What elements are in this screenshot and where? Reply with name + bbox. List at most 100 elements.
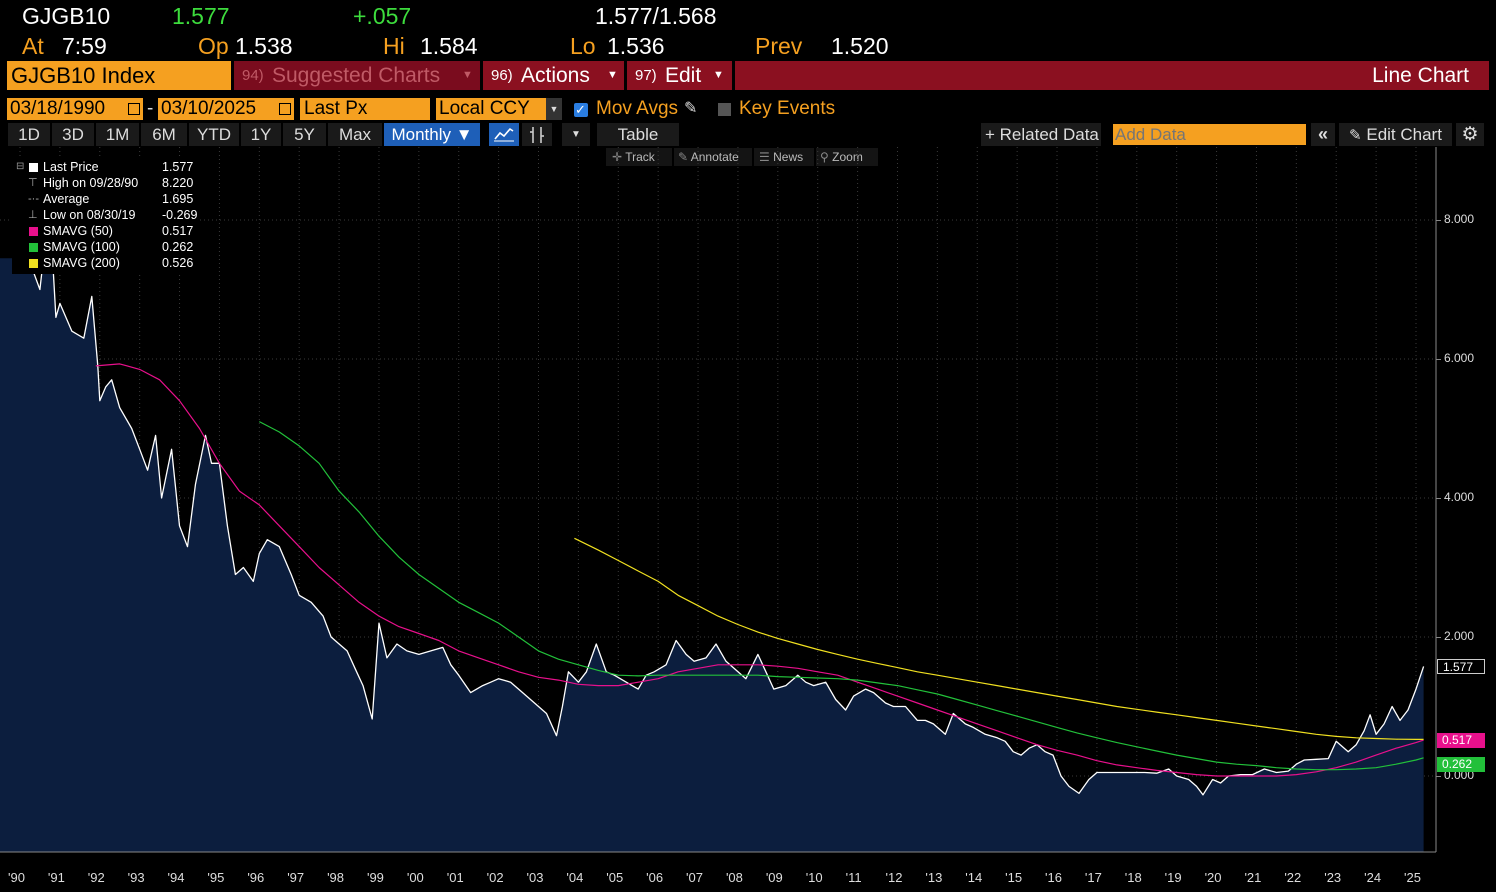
timeframe-5y[interactable]: 5Y <box>283 123 326 146</box>
x-tick-label: '25 <box>1404 870 1421 885</box>
chart-style-dropdown[interactable]: ▼ <box>562 123 590 146</box>
x-tick-label: '02 <box>486 870 504 885</box>
pencil-icon: ✎ <box>1349 127 1362 144</box>
candle-chart-icon[interactable] <box>522 123 552 146</box>
x-tick-label: '94 <box>167 870 185 885</box>
table-button[interactable]: Table <box>597 123 679 146</box>
track-label: Track <box>625 150 655 164</box>
legend-name: Low on 08/30/19 <box>43 208 136 222</box>
calendar-icon[interactable] <box>128 103 140 115</box>
open-value: 1.538 <box>235 33 293 59</box>
x-tick-label: '07 <box>686 870 703 885</box>
annotate-tool[interactable]: ✎ Annotate <box>674 148 752 166</box>
legend-value: 1.577 <box>162 160 194 174</box>
x-tick-label: '18 <box>1124 870 1142 885</box>
news-icon: ☰ <box>759 150 770 164</box>
gear-icon[interactable]: ⚙ <box>1456 123 1484 146</box>
y-tick-mark <box>1436 498 1441 499</box>
related-data-button[interactable]: + Related Data <box>981 123 1101 146</box>
timeframe-ytd[interactable]: YTD <box>189 123 239 146</box>
edit-label: Edit <box>665 64 702 87</box>
currency-select[interactable]: Local CCY ▼ <box>436 98 562 120</box>
mov-avgs-checkbox[interactable]: ✓ <box>574 102 588 117</box>
actions-menu[interactable]: 96) Actions ▼ <box>483 61 624 90</box>
actions-label: Actions <box>521 64 590 87</box>
track-tool[interactable]: ✛ Track <box>606 148 672 166</box>
timeframe-3d[interactable]: 3D <box>52 123 94 146</box>
y-tick-mark <box>1436 359 1441 360</box>
legend-value: 0.517 <box>162 224 194 238</box>
period-select[interactable]: Monthly ▼ <box>384 123 480 146</box>
search-icon: ⚲ <box>820 150 829 164</box>
timeframe-1m[interactable]: 1M <box>96 123 139 146</box>
edit-menu[interactable]: 97) Edit ▼ <box>627 61 732 90</box>
last-price-tag: 1.577 <box>1437 659 1485 675</box>
timeframe-1y[interactable]: 1Y <box>241 123 281 146</box>
x-tick-label: '14 <box>965 870 983 885</box>
x-tick-label: '03 <box>526 870 544 885</box>
annotate-label: Annotate <box>690 150 739 164</box>
zoom-label: Zoom <box>832 150 863 164</box>
edit-chart-label: Edit Chart <box>1366 125 1442 144</box>
legend-value: 0.526 <box>162 256 194 270</box>
crosshair-icon: ✛ <box>612 150 623 164</box>
x-tick-label: '06 <box>646 870 664 885</box>
legend-value: -0.269 <box>162 208 198 222</box>
start-date-value: 03/18/1990 <box>10 98 106 119</box>
x-tick-label: '21 <box>1244 870 1262 885</box>
zoom-tool[interactable]: ⚲ Zoom <box>816 148 878 166</box>
legend-row[interactable]: SMAVG (200) 0.526 <box>12 255 200 271</box>
x-tick-label: '17 <box>1084 870 1102 885</box>
x-tick-label: '97 <box>287 870 305 885</box>
collapse-icon[interactable]: « <box>1311 123 1335 146</box>
sma50-tag: 0.517 <box>1437 733 1485 749</box>
start-date-field[interactable]: 03/18/1990 <box>7 98 143 120</box>
timeframe-max[interactable]: Max <box>328 123 382 146</box>
collapse-legend-icon[interactable]: ⊟ <box>16 161 25 172</box>
x-tick-label: '16 <box>1045 870 1062 885</box>
chevron-down-icon: ▼ <box>462 69 473 81</box>
low-marker-icon: ⊥ <box>28 209 38 221</box>
end-date-field[interactable]: 03/10/2025 <box>158 98 294 120</box>
x-tick-label: '11 <box>845 870 862 885</box>
x-tick-label: '12 <box>885 870 903 885</box>
x-tick-label: '22 <box>1284 870 1302 885</box>
low-label: Lo <box>570 33 596 59</box>
bid-ask: 1.577/1.568 <box>595 3 717 29</box>
x-tick-label: '99 <box>366 870 384 885</box>
edit-number: 97) <box>635 67 657 84</box>
legend-row[interactable]: SMAVG (100) 0.262 <box>12 239 200 255</box>
check-icon: ✓ <box>575 102 586 117</box>
legend-row[interactable]: -·- Average 1.695 <box>12 191 200 207</box>
suggested-charts-menu[interactable]: 94) Suggested Charts ▼ <box>234 61 480 90</box>
key-events-checkbox[interactable] <box>718 103 731 116</box>
security-name: GJGB10 Index <box>11 63 156 88</box>
news-tool[interactable]: ☰ News <box>754 148 814 166</box>
legend-row[interactable]: ⊤ High on 09/28/90 8.220 <box>12 175 200 191</box>
x-tick-label: '05 <box>606 870 624 885</box>
pencil-icon[interactable]: ✎ <box>684 100 698 117</box>
edit-chart-button[interactable]: ✎ Edit Chart <box>1339 123 1452 146</box>
x-tick-label: '08 <box>725 870 743 885</box>
x-tick-label: '96 <box>247 870 265 885</box>
low-value: 1.536 <box>607 33 665 59</box>
smavg-50-line <box>95 363 1424 777</box>
high-marker-icon: ⊤ <box>28 177 38 189</box>
high-label: Hi <box>383 33 405 59</box>
field-select[interactable]: Last Px <box>300 98 430 120</box>
timeframe-6m[interactable]: 6M <box>141 123 187 146</box>
chart-legend: Last Price 1.577 ⊤ High on 09/28/90 8.220 -·-… <box>12 156 200 274</box>
legend-row[interactable]: ⊥ Low on 08/30/19 -0.269 <box>12 207 200 223</box>
legend-value: 8.220 <box>162 176 194 190</box>
timeframe-1d[interactable]: 1D <box>8 123 50 146</box>
x-tick-label: '15 <box>1005 870 1023 885</box>
suggested-charts-label: Suggested Charts <box>272 64 441 87</box>
add-data-input[interactable] <box>1113 124 1306 145</box>
line-chart-icon[interactable] <box>489 123 519 146</box>
legend-row[interactable]: Last Price 1.577 <box>12 159 200 175</box>
legend-row[interactable]: SMAVG (50) 0.517 <box>12 223 200 239</box>
security-field[interactable]: GJGB10 Index <box>7 61 231 90</box>
last-price-line <box>27 204 1425 796</box>
actions-number: 96) <box>491 67 513 84</box>
calendar-icon[interactable] <box>279 103 291 115</box>
